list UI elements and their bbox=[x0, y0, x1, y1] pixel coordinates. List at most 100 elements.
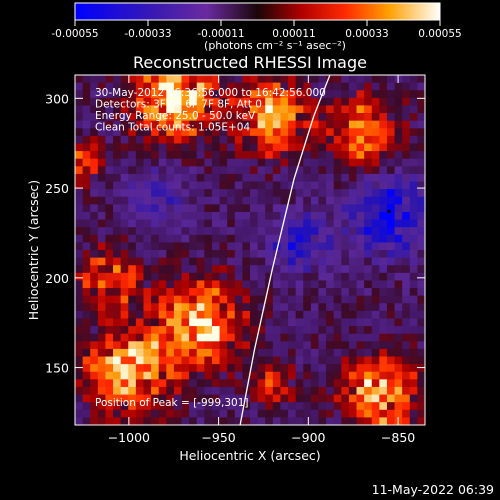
heatmap-cell bbox=[173, 295, 182, 304]
heatmap-cell bbox=[227, 82, 236, 91]
heatmap-cell bbox=[295, 82, 304, 91]
heatmap-cell bbox=[105, 402, 114, 411]
heatmap-cell bbox=[326, 227, 335, 236]
heatmap-cell bbox=[181, 280, 190, 289]
heatmap-cell bbox=[242, 417, 251, 425]
heatmap-cell bbox=[227, 204, 236, 213]
heatmap-cell bbox=[82, 181, 91, 190]
heatmap-cell bbox=[326, 295, 335, 304]
heatmap-cell bbox=[402, 265, 411, 274]
heatmap-cell bbox=[288, 409, 297, 418]
heatmap-cell bbox=[173, 326, 182, 335]
heatmap-cell bbox=[280, 227, 289, 236]
heatmap-cell bbox=[105, 280, 114, 289]
heatmap-cell bbox=[166, 333, 175, 342]
heatmap-cell bbox=[234, 173, 243, 182]
heatmap-cell bbox=[303, 219, 312, 228]
heatmap-cell bbox=[356, 135, 365, 144]
heatmap-cell bbox=[364, 326, 373, 335]
heatmap-cell bbox=[135, 113, 144, 122]
heatmap-cell bbox=[227, 326, 236, 335]
heatmap-cell bbox=[417, 272, 425, 281]
heatmap-cell bbox=[265, 166, 274, 175]
heatmap-cell bbox=[242, 82, 251, 91]
heatmap-cell bbox=[280, 158, 289, 167]
heatmap-cell bbox=[211, 227, 220, 236]
heatmap-cell bbox=[128, 90, 137, 99]
heatmap-cell bbox=[295, 219, 304, 228]
heatmap-cell bbox=[234, 371, 243, 380]
heatmap-cell bbox=[82, 196, 91, 205]
heatmap-cell bbox=[318, 402, 327, 411]
heatmap-cell bbox=[90, 386, 99, 395]
heatmap-cell bbox=[318, 242, 327, 251]
heatmap-cell bbox=[219, 364, 228, 373]
heatmap-cell bbox=[348, 333, 357, 342]
heatmap-cell bbox=[402, 295, 411, 304]
heatmap-cell bbox=[181, 318, 190, 327]
heatmap-cell bbox=[379, 394, 388, 403]
heatmap-cell bbox=[158, 303, 167, 312]
heatmap-cell bbox=[364, 242, 373, 251]
heatmap-cell bbox=[204, 211, 213, 220]
heatmap-cell bbox=[257, 318, 266, 327]
heatmap-cell bbox=[204, 371, 213, 380]
heatmap-cell bbox=[82, 318, 91, 327]
heatmap-cell bbox=[371, 310, 380, 319]
heatmap-cell bbox=[341, 113, 350, 122]
heatmap-cell bbox=[189, 333, 198, 342]
heatmap-cell bbox=[219, 326, 228, 335]
heatmap-cell bbox=[135, 379, 144, 388]
heatmap-cell bbox=[417, 356, 425, 365]
heatmap-cell bbox=[280, 356, 289, 365]
heatmap-cell bbox=[310, 364, 319, 373]
heatmap-cell bbox=[333, 386, 342, 395]
heatmap-cell bbox=[333, 310, 342, 319]
heatmap-cell bbox=[295, 280, 304, 289]
heatmap-cell bbox=[189, 143, 198, 152]
heatmap-cell bbox=[204, 173, 213, 182]
heatmap-cell bbox=[90, 151, 99, 160]
heatmap-cell bbox=[417, 242, 425, 251]
heatmap-cell bbox=[135, 318, 144, 327]
heatmap-cell bbox=[318, 219, 327, 228]
heatmap-cell bbox=[265, 303, 274, 312]
heatmap-cell bbox=[303, 379, 312, 388]
heatmap-cell bbox=[386, 90, 395, 99]
heatmap-cell bbox=[227, 295, 236, 304]
heatmap-cell bbox=[394, 151, 403, 160]
heatmap-cell bbox=[303, 135, 312, 144]
heatmap-cell bbox=[310, 166, 319, 175]
heatmap-cell bbox=[181, 166, 190, 175]
heatmap-cell bbox=[151, 371, 160, 380]
heatmap-cell bbox=[82, 265, 91, 274]
heatmap-cell bbox=[166, 265, 175, 274]
heatmap-cell bbox=[181, 120, 190, 129]
heatmap-cell bbox=[158, 105, 167, 114]
heatmap-cell bbox=[219, 128, 228, 137]
heatmap-cell bbox=[151, 135, 160, 144]
heatmap-cell bbox=[82, 135, 91, 144]
heatmap-cell bbox=[181, 227, 190, 236]
heatmap-cell bbox=[303, 211, 312, 220]
heatmap-cell bbox=[227, 227, 236, 236]
heatmap-cell bbox=[227, 364, 236, 373]
heatmap-cell bbox=[265, 135, 274, 144]
heatmap-cell bbox=[371, 272, 380, 281]
heatmap-cell bbox=[234, 105, 243, 114]
heatmap-cell bbox=[196, 379, 205, 388]
heatmap-cell bbox=[341, 227, 350, 236]
heatmap-cell bbox=[97, 105, 106, 114]
heatmap-cell bbox=[409, 227, 418, 236]
heatmap-cell bbox=[173, 333, 182, 342]
heatmap-cell bbox=[234, 211, 243, 220]
heatmap-cell bbox=[227, 189, 236, 198]
heatmap-cell bbox=[295, 242, 304, 251]
heatmap-cell bbox=[326, 272, 335, 281]
heatmap-cell bbox=[250, 135, 259, 144]
heatmap-cell bbox=[417, 257, 425, 266]
heatmap-cell bbox=[356, 234, 365, 243]
heatmap-cell bbox=[196, 371, 205, 380]
heatmap-cell bbox=[75, 371, 84, 380]
heatmap-cell bbox=[386, 295, 395, 304]
